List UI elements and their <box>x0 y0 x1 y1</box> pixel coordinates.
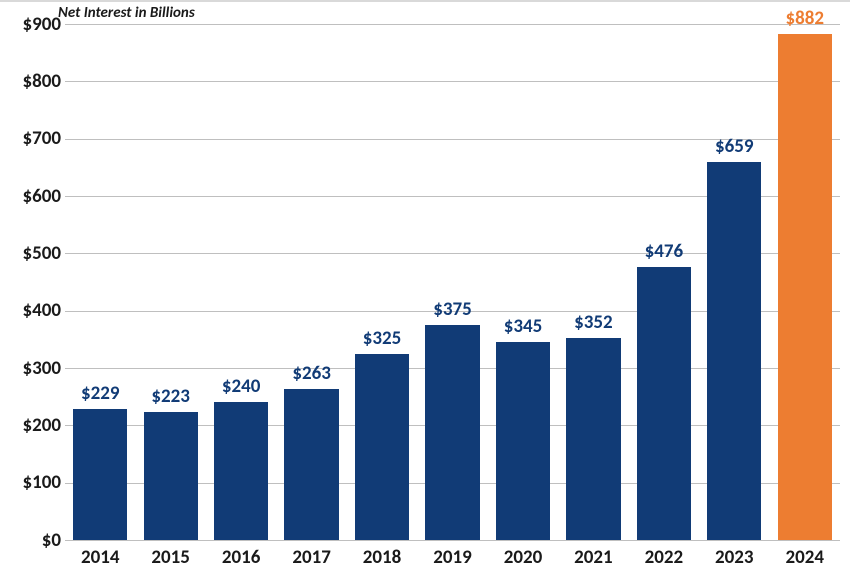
y-tick-label: $700 <box>0 127 61 150</box>
bar <box>637 267 691 540</box>
x-tick-label: 2022 <box>645 546 684 569</box>
bar-value-label: $345 <box>504 315 543 338</box>
bar <box>73 409 127 540</box>
bar <box>707 162 761 540</box>
chart-subtitle: Net Interest in Billions <box>58 4 195 22</box>
x-tick-label: 2017 <box>292 546 331 569</box>
y-tick-label: $100 <box>0 471 61 494</box>
top-rule <box>0 0 850 2</box>
bar-value-label: $240 <box>222 375 261 398</box>
bar <box>566 338 620 540</box>
bar-chart: $229 $223 $240 $263 $325 $375 $345 $352 $476 $659… <box>65 24 840 540</box>
y-tick-label: $600 <box>0 185 61 208</box>
gridline <box>65 24 840 25</box>
y-tick-label: $0 <box>0 529 61 552</box>
bar <box>425 325 479 540</box>
bar-value-label: $659 <box>715 135 754 158</box>
bar-value-label: $325 <box>363 327 402 350</box>
x-tick-label: 2019 <box>433 546 472 569</box>
plot-area: $229 $223 $240 $263 $325 $375 $345 $352 $476 $659… <box>65 24 840 540</box>
bar <box>355 354 409 540</box>
x-tick-label: 2024 <box>786 546 825 569</box>
bar-value-label: $223 <box>151 385 190 408</box>
y-tick-label: $900 <box>0 13 61 36</box>
bar <box>496 342 550 540</box>
bar <box>778 34 832 540</box>
bar-value-label: $375 <box>433 298 472 321</box>
gridline <box>65 81 840 82</box>
x-tick-label: 2021 <box>574 546 613 569</box>
y-tick-label: $800 <box>0 70 61 93</box>
y-tick-label: $400 <box>0 299 61 322</box>
y-tick-label: $200 <box>0 414 61 437</box>
bar-value-label: $263 <box>292 362 331 385</box>
bar-value-label: $882 <box>786 7 825 30</box>
bar-value-label: $476 <box>645 240 684 263</box>
bar <box>214 402 268 540</box>
gridline <box>65 540 840 541</box>
x-tick-label: 2015 <box>151 546 190 569</box>
x-tick-label: 2020 <box>504 546 543 569</box>
y-tick-label: $500 <box>0 242 61 265</box>
bar <box>284 389 338 540</box>
x-tick-label: 2014 <box>81 546 120 569</box>
bar-value-label: $229 <box>81 382 120 405</box>
x-tick-label: 2018 <box>363 546 402 569</box>
bar <box>144 412 198 540</box>
x-tick-label: 2023 <box>715 546 754 569</box>
y-tick-label: $300 <box>0 357 61 380</box>
x-tick-label: 2016 <box>222 546 261 569</box>
bar-value-label: $352 <box>574 311 613 334</box>
